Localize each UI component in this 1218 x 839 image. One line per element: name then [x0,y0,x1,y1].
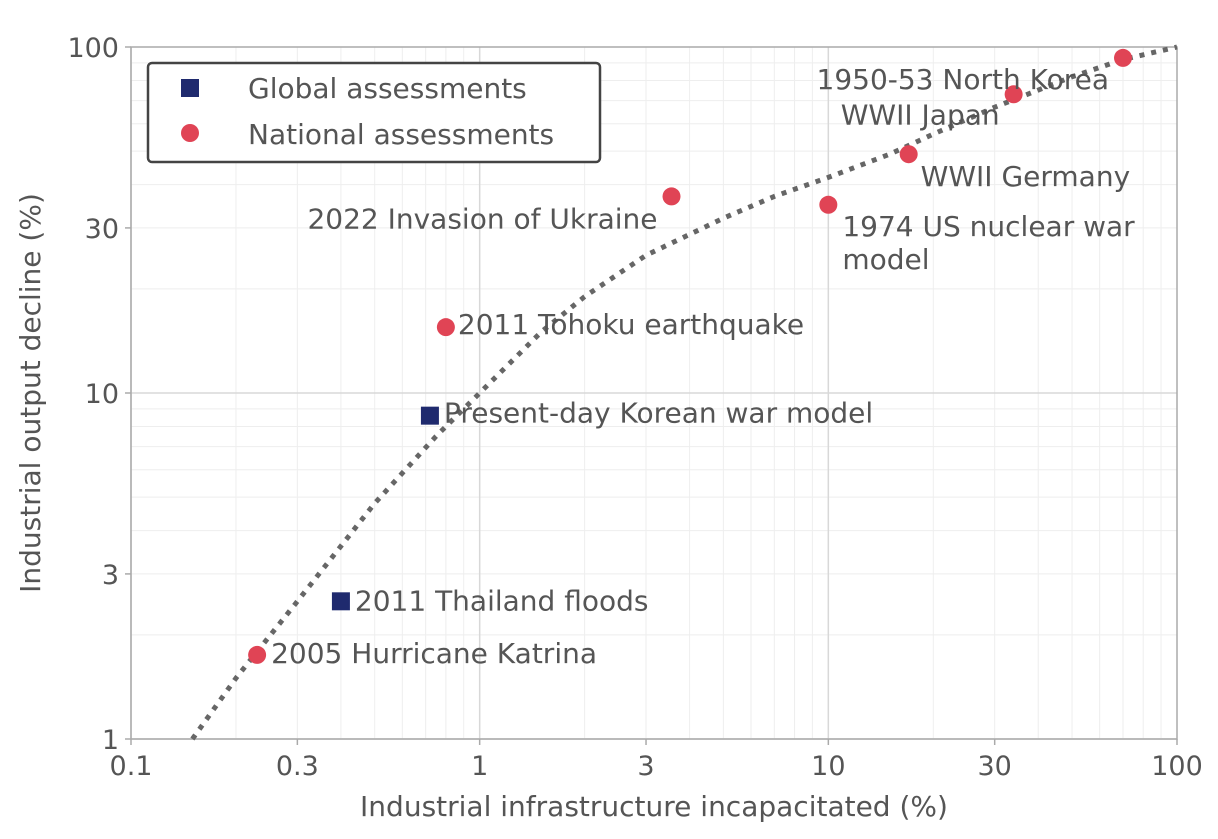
y-tick-label: 3 [102,560,119,591]
legend-box [146,61,602,164]
national-assessment-marker [1113,48,1132,67]
national-assessment-marker [436,318,455,337]
national-assessment-marker [248,645,267,664]
point-annotation: WWII Japan [841,98,1000,131]
x-axis-ticks: 0.1 0.3 1 3 10 30 100 [110,739,1203,782]
point-annotation: 2011 Thailand floods [355,584,649,617]
trend-line [190,44,1178,741]
legend: Global assessments National assessments [146,61,602,164]
global-assessment-marker [331,592,350,611]
national-assessment-marker [662,187,681,206]
y-tick-label: 30 [85,214,119,245]
legend-marker-circle [181,124,199,142]
x-tick-label: 0.3 [276,751,319,782]
y-tick-label: 1 [102,725,119,756]
x-tick-label: 30 [978,751,1012,782]
trend-curve [190,44,1178,741]
x-tick-label: 1 [471,751,488,782]
point-annotation: 1950-53 North Korea [817,63,1109,96]
point-annotation: Present-day Korean war model [444,397,873,430]
legend-marker-square [181,79,199,97]
legend-label-national: National assessments [248,118,554,151]
y-tick-label: 10 [85,379,119,410]
point-annotation: WWII Germany [921,160,1130,193]
legend-label-global: Global assessments [248,72,527,105]
x-tick-label: 0.1 [110,751,153,782]
x-axis-label: Industrial infrastructure incapacitated … [360,790,948,823]
point-annotation: 2005 Hurricane Katrina [271,637,597,670]
national-assessment-marker [819,195,838,214]
point-annotations: 2011 Thailand floods Present-day Korean w… [271,63,1135,670]
data-points [248,48,1132,664]
national-assessment-marker [899,145,918,164]
x-tick-label: 10 [811,751,845,782]
x-tick-label: 100 [1151,751,1203,782]
point-annotation: 1974 US nuclear war model [842,210,1135,276]
y-tick-label: 100 [67,33,119,64]
point-annotation: 2011 Tohoku earthquake [458,308,804,341]
point-annotation: 2022 Invasion of Ukraine [307,202,657,235]
y-axis-label: Industrial output decline (%) [14,193,47,593]
global-assessment-marker [420,406,439,425]
national-assessment-marker [1004,85,1023,104]
x-tick-label: 3 [637,751,654,782]
y-axis-ticks: 1 3 10 30 100 [67,33,131,756]
